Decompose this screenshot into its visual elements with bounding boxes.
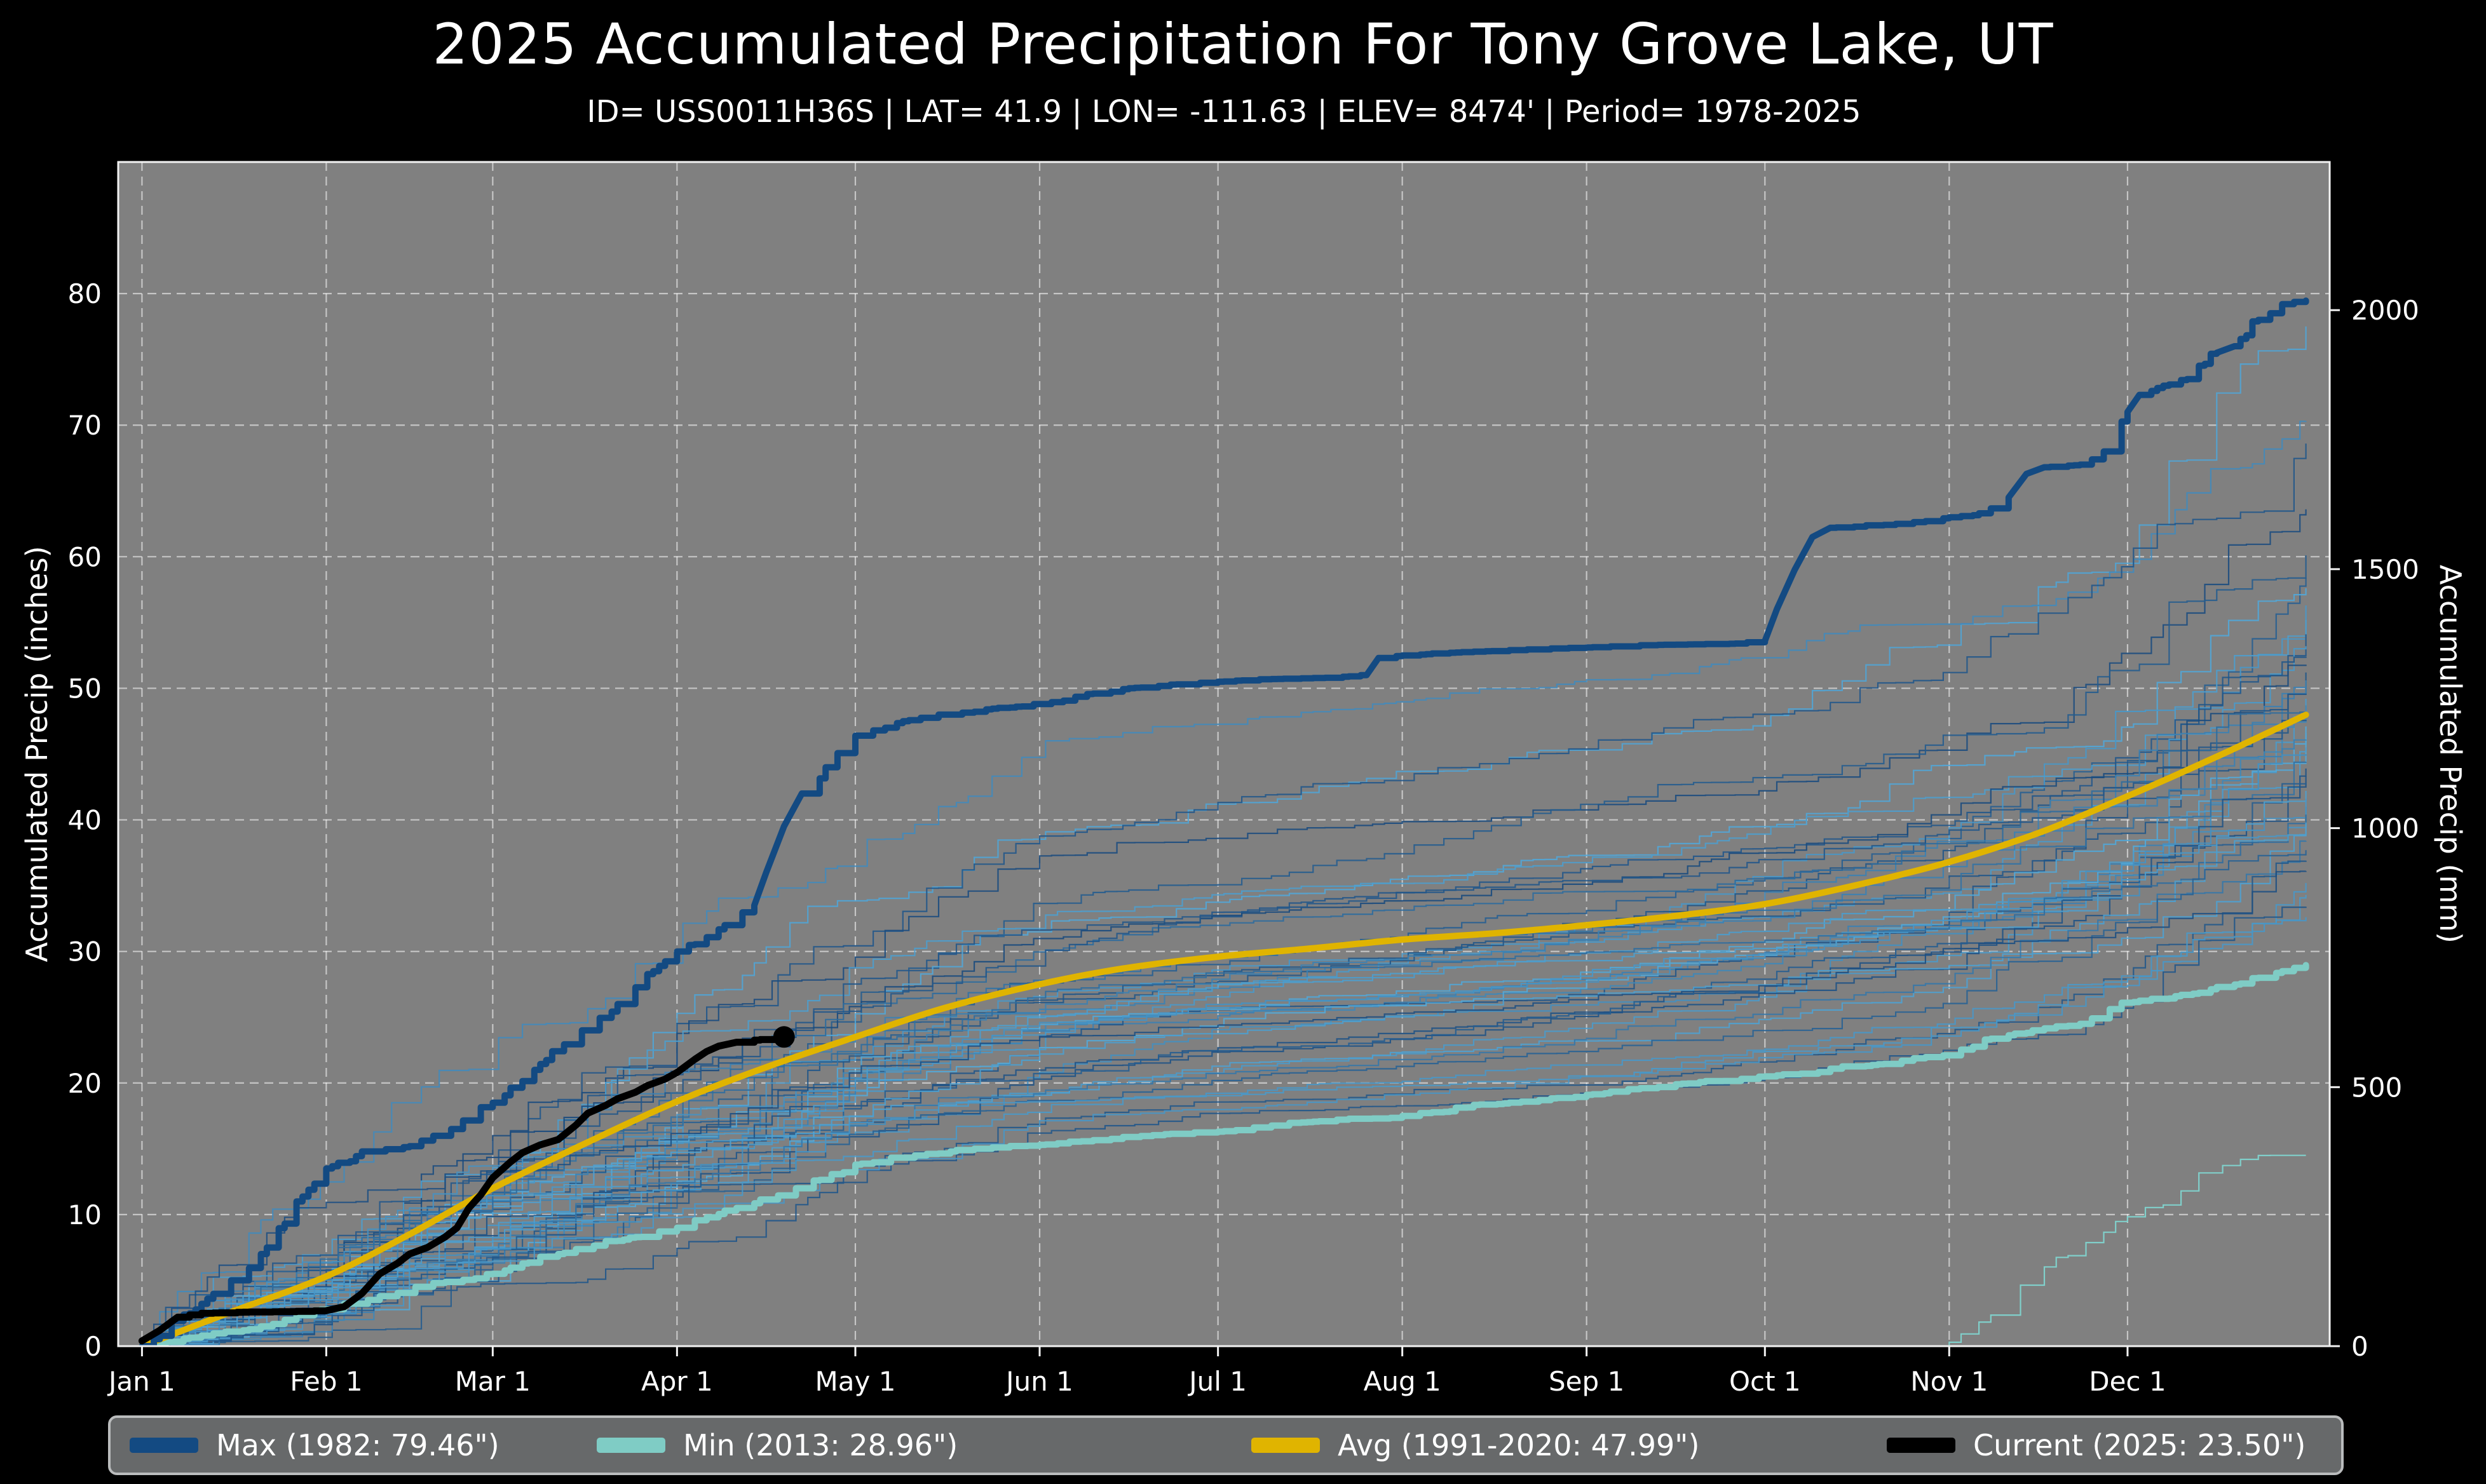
chart-legend: Max (1982: 79.46") Min (2013: 28.96") Avg … [108, 1415, 2344, 1475]
plot-border [117, 161, 2331, 1347]
y-tick-label-inches: 0 [85, 1331, 102, 1362]
legend-swatch-min [597, 1438, 665, 1453]
legend-swatch-max [130, 1438, 198, 1453]
y-tick-label-inches: 80 [68, 278, 102, 309]
x-tick-label: Apr 1 [641, 1366, 713, 1397]
y-tick-label-inches: 20 [68, 1068, 102, 1099]
y-tick-label-mm: 0 [2351, 1331, 2368, 1362]
year-line [142, 680, 2307, 1346]
page-title: 2025 Accumulated Precipitation For Tony … [432, 11, 2054, 77]
x-tick-label: Sep 1 [1549, 1366, 1624, 1397]
plot-lines [138, 297, 2309, 1346]
x-tick-label: Oct 1 [1729, 1366, 1801, 1397]
year-line [142, 850, 2307, 1346]
x-tick-label: May 1 [815, 1366, 896, 1397]
y-tick-label-mm: 2000 [2351, 295, 2419, 326]
y-tick-label-inches: 50 [68, 673, 102, 704]
year-line [142, 860, 2307, 1346]
y-tick-label-mm: 1000 [2351, 813, 2419, 844]
year-line [142, 720, 2307, 1346]
x-tick-label: Jan 1 [107, 1366, 175, 1397]
year-line [142, 907, 2307, 1346]
x-tick-label: Nov 1 [1910, 1366, 1988, 1397]
y-tick-label-mm: 500 [2351, 1072, 2402, 1103]
legend-item-current: Current (2025: 23.50") [1887, 1418, 2306, 1473]
year-line [142, 754, 2307, 1346]
legend-label-avg: Avg (1991-2020: 47.99") [1338, 1428, 1700, 1462]
y-tick-label-inches: 40 [68, 805, 102, 836]
min-line [139, 962, 2309, 1346]
current-line [138, 1033, 788, 1345]
y-tick-label-mm: 1500 [2351, 554, 2419, 585]
y-tick-label-inches: 10 [68, 1199, 102, 1231]
legend-item-max: Max (1982: 79.46") [130, 1418, 499, 1473]
plot-area [118, 162, 2330, 1346]
legend-label-min: Min (2013: 28.96") [683, 1428, 958, 1462]
legend-item-min: Min (2013: 28.96") [597, 1418, 958, 1473]
year-line [142, 917, 2307, 1346]
x-tick-label: Jul 1 [1187, 1366, 1247, 1397]
y-tick-label-inches: 70 [68, 410, 102, 441]
year-line [142, 421, 2307, 1346]
legend-item-avg: Avg (1991-2020: 47.99") [1251, 1418, 1699, 1473]
year-line [142, 588, 2307, 1346]
year-line [142, 870, 2307, 1346]
x-tick-label: Jun 1 [1004, 1366, 1073, 1397]
legend-swatch-current [1887, 1438, 1955, 1453]
x-tick-label: Mar 1 [455, 1366, 531, 1397]
max-line [139, 297, 2309, 1346]
legend-label-current: Current (2025: 23.50") [1973, 1428, 2306, 1462]
year-line [142, 840, 2307, 1346]
x-tick-label: Feb 1 [290, 1366, 362, 1397]
x-tick-label: Dec 1 [2089, 1366, 2166, 1397]
y-tick-label-inches: 60 [68, 541, 102, 572]
partial-year-line [1937, 1154, 2306, 1346]
year-line [142, 443, 2307, 1346]
station-subtitle: ID= USS0011H36S | LAT= 41.9 | LON= -111.… [587, 94, 1861, 130]
legend-swatch-avg [1251, 1438, 1320, 1453]
year-line [142, 664, 2307, 1346]
year-line [142, 747, 2307, 1346]
year-line [142, 883, 2307, 1346]
year-line [142, 832, 2307, 1346]
y-tick-label-inches: 30 [68, 936, 102, 968]
year-line [142, 687, 2307, 1346]
avg-line [139, 712, 2309, 1346]
year-line [142, 509, 2307, 1346]
year-line [142, 799, 2307, 1346]
current-end-marker [773, 1026, 795, 1048]
x-tick-label: Aug 1 [1364, 1366, 1441, 1397]
legend-label-max: Max (1982: 79.46") [216, 1428, 499, 1462]
year-line [142, 894, 2307, 1346]
